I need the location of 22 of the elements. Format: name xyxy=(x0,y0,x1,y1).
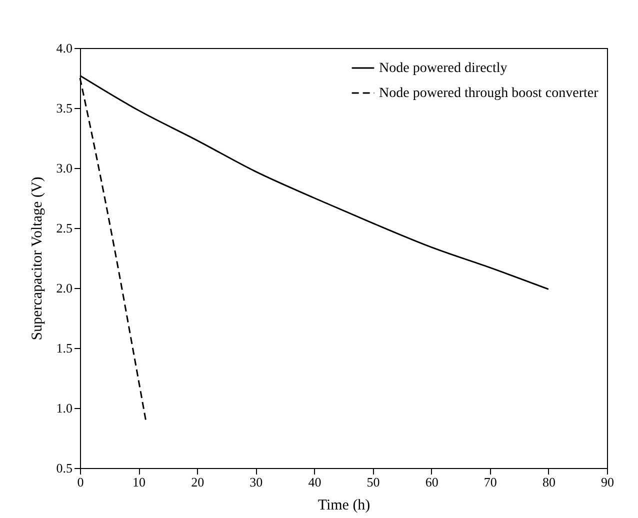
x-tick-label: 70 xyxy=(484,474,497,490)
y-tick-label: 3.5 xyxy=(56,100,72,116)
legend-label: Node powered through boost converter xyxy=(379,86,599,101)
x-tick-label: 0 xyxy=(77,474,84,490)
y-tick-label: 1.5 xyxy=(56,340,72,356)
y-axis-title: Supercapacitor Voltage (V) xyxy=(29,176,46,340)
y-tick-label: 4.0 xyxy=(56,40,72,56)
x-tick-label: 60 xyxy=(425,474,438,490)
x-tick-label: 80 xyxy=(542,474,556,490)
x-tick-label: 40 xyxy=(308,474,322,490)
y-tick-label: 2.0 xyxy=(56,280,72,296)
y-tick-label: 0.5 xyxy=(56,460,72,476)
x-tick-label: 20 xyxy=(191,474,204,490)
x-axis-title: Time (h) xyxy=(318,498,370,514)
x-tick-label: 90 xyxy=(601,474,614,490)
x-tick-label: 50 xyxy=(366,474,380,490)
x-tick-label: 10 xyxy=(132,474,146,490)
x-tick-label: 30 xyxy=(250,474,263,490)
y-tick-label: 3.0 xyxy=(56,160,72,176)
legend-label: Node powered directly xyxy=(379,61,508,76)
y-tick-label: 1.0 xyxy=(56,400,72,416)
y-tick-label: 2.5 xyxy=(56,220,72,236)
